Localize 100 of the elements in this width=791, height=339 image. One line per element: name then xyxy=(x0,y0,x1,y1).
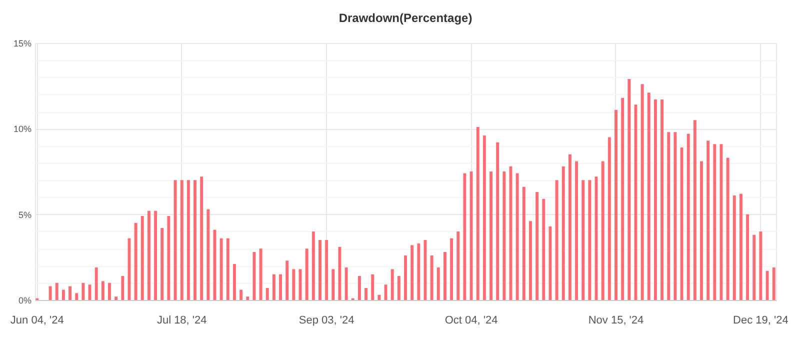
y-tick-label: 0% xyxy=(18,296,32,306)
bar xyxy=(529,221,532,300)
bar xyxy=(482,136,486,300)
bar xyxy=(121,276,124,300)
bar xyxy=(621,98,624,300)
bar xyxy=(68,286,72,300)
bar xyxy=(706,140,710,300)
bar xyxy=(140,216,144,300)
bar xyxy=(555,180,558,300)
bar xyxy=(436,267,440,300)
bar xyxy=(410,245,414,300)
x-tick-label: Jun 04, '24 xyxy=(10,314,64,326)
bar xyxy=(160,228,164,300)
bar xyxy=(378,294,381,300)
bar xyxy=(305,248,308,300)
bar xyxy=(279,274,282,300)
bar xyxy=(575,161,578,300)
bar xyxy=(490,172,492,300)
bar xyxy=(640,84,644,300)
bar xyxy=(180,180,184,300)
bar xyxy=(522,186,526,300)
bar xyxy=(470,172,473,300)
x-tick-label: Dec 19, '24 xyxy=(733,314,788,326)
bar xyxy=(693,120,696,300)
bar xyxy=(548,226,552,300)
bar xyxy=(128,238,131,300)
bar xyxy=(194,180,196,300)
bar xyxy=(259,248,262,300)
bar xyxy=(516,173,519,300)
bar xyxy=(443,252,446,300)
bar xyxy=(364,288,368,300)
bar xyxy=(713,144,716,300)
bar xyxy=(496,142,500,300)
bar xyxy=(312,231,315,300)
bar xyxy=(732,195,736,300)
bar xyxy=(174,180,177,300)
bar xyxy=(232,264,236,300)
bar xyxy=(226,238,230,300)
bar xyxy=(450,238,454,300)
bar xyxy=(766,270,769,300)
bar xyxy=(186,180,190,300)
bar xyxy=(240,290,243,300)
bar xyxy=(332,269,335,300)
bar xyxy=(542,198,546,300)
bar xyxy=(562,166,565,300)
bar xyxy=(404,255,407,300)
bar xyxy=(759,231,762,300)
bar xyxy=(101,281,104,300)
bar xyxy=(456,231,460,300)
bar xyxy=(700,161,703,300)
bar xyxy=(252,252,256,300)
bar xyxy=(154,210,158,300)
bar xyxy=(726,158,730,300)
bar xyxy=(272,274,276,300)
bar xyxy=(114,296,118,300)
bar xyxy=(739,194,742,300)
bar xyxy=(167,216,170,300)
x-tick-label: Oct 04, '24 xyxy=(444,314,498,326)
bar xyxy=(582,180,585,300)
bar xyxy=(206,209,210,300)
bar xyxy=(147,210,150,300)
bar xyxy=(338,246,342,300)
x-tick-label: Nov 15, '24 xyxy=(588,314,644,326)
bar xyxy=(430,255,434,300)
bar xyxy=(752,234,756,300)
bar xyxy=(608,137,611,300)
bar xyxy=(62,290,65,300)
bar xyxy=(325,240,328,300)
bar xyxy=(463,173,466,300)
bar xyxy=(502,172,506,300)
bar xyxy=(48,286,52,300)
bar xyxy=(246,296,250,300)
bar xyxy=(628,78,631,300)
bar xyxy=(200,176,204,300)
bar xyxy=(134,222,138,300)
bar xyxy=(344,267,348,300)
bar xyxy=(286,260,289,300)
bar xyxy=(772,267,776,300)
bar xyxy=(371,274,374,300)
bar xyxy=(654,100,657,300)
bar xyxy=(292,269,296,300)
bar xyxy=(82,282,85,300)
bar xyxy=(634,104,638,300)
y-tick-label: 10% xyxy=(13,124,32,134)
bar xyxy=(680,148,684,300)
chart-title: Drawdown(Percentage) xyxy=(338,11,472,25)
bar xyxy=(397,276,400,300)
bar xyxy=(94,267,98,300)
bar xyxy=(417,243,420,300)
bar xyxy=(266,288,269,300)
bar xyxy=(108,282,111,300)
bar xyxy=(674,132,677,300)
y-tick-label: 15% xyxy=(13,38,32,48)
bar xyxy=(476,126,480,300)
y-tick-label: 5% xyxy=(18,210,32,220)
bar xyxy=(220,238,223,300)
bar xyxy=(318,240,322,300)
bar xyxy=(686,134,690,300)
bar xyxy=(588,180,592,300)
x-tick-label: Sep 03, '24 xyxy=(298,314,354,326)
